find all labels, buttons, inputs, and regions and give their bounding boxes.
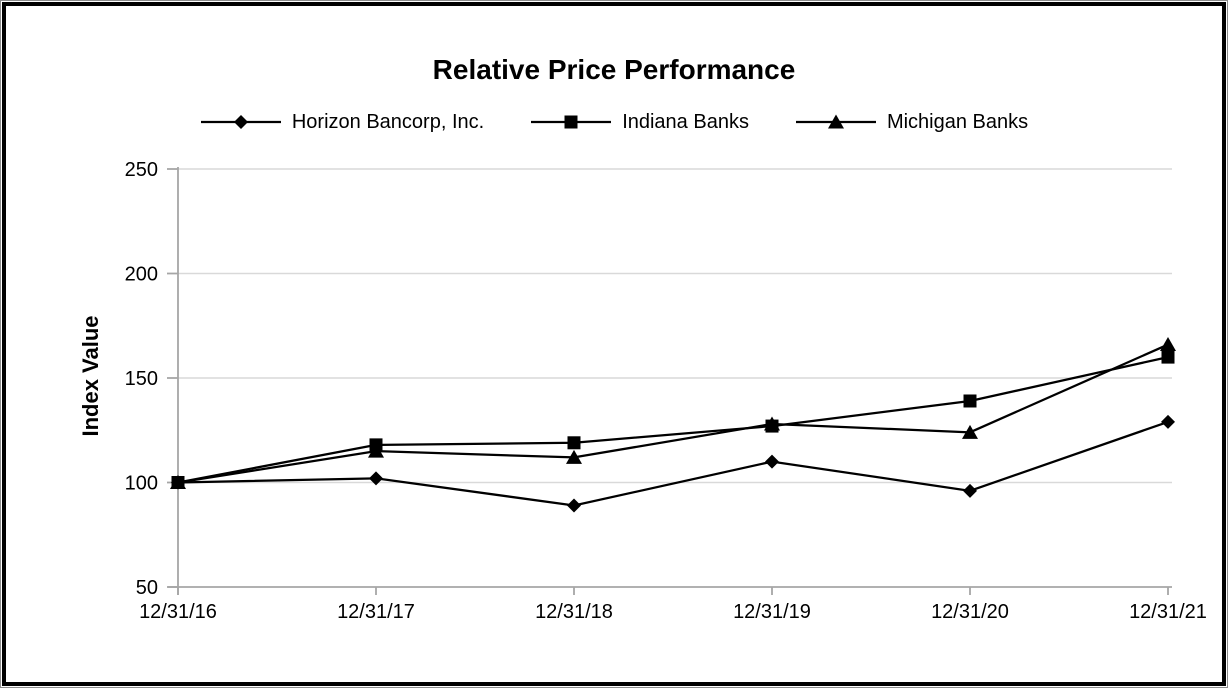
diamond-marker-icon	[369, 471, 383, 486]
y-tick-label: 50	[136, 577, 158, 599]
x-tick-label: 12/31/19	[733, 601, 811, 623]
diamond-line-marker-icon	[200, 115, 281, 129]
legend-label-horizon-bancorp: Horizon Bancorp, Inc.	[291, 110, 485, 133]
square-marker-icon	[963, 394, 977, 408]
legend-label-michigan-banks: Michigan Banks	[886, 110, 1029, 133]
diamond-marker-icon	[765, 454, 779, 469]
triangle-marker-icon	[962, 424, 978, 439]
legend-item-michigan-banks: Michigan Banks	[795, 111, 1028, 134]
diamond-marker-icon	[963, 483, 977, 498]
legend-item-indiana-banks: Indiana Banks	[530, 111, 749, 134]
series-line-indiana-banks	[177, 356, 1169, 484]
series-line-michigan-banks	[177, 343, 1169, 484]
chart-legend: Horizon Bancorp, Inc. Indiana Banks Mich…	[0, 107, 1228, 137]
x-tick-label: 12/31/16	[139, 601, 217, 623]
triangle-marker-icon	[1160, 337, 1176, 352]
legend-label-indiana-banks: Indiana Banks	[622, 110, 749, 133]
chart-title: Relative Price Performance	[432, 54, 796, 85]
square-line-marker-icon	[531, 115, 612, 129]
diamond-marker-icon	[567, 498, 581, 513]
x-tick-label: 12/31/18	[535, 601, 613, 623]
square-marker-icon	[765, 419, 779, 433]
x-tick-label: 12/31/21	[1129, 601, 1207, 623]
y-tick-label: 150	[125, 368, 158, 390]
square-marker-icon	[369, 438, 383, 452]
triangle-marker-icon	[566, 449, 582, 464]
triangle-line-marker-icon	[795, 114, 876, 129]
square-marker-icon	[567, 436, 581, 450]
diamond-marker-icon	[1161, 414, 1175, 429]
x-tick-label: 12/31/17	[337, 601, 415, 623]
y-tick-label: 250	[125, 159, 158, 181]
x-tick-label: 12/31/20	[931, 601, 1009, 623]
y-tick-label: 100	[125, 473, 158, 495]
series-line-horizon-bancorp-inc	[177, 420, 1169, 507]
y-tick-label: 200	[125, 264, 158, 286]
legend-item-horizon-bancorp: Horizon Bancorp, Inc.	[200, 111, 484, 134]
square-marker-icon	[1161, 350, 1175, 364]
square-marker-icon	[171, 476, 185, 489]
